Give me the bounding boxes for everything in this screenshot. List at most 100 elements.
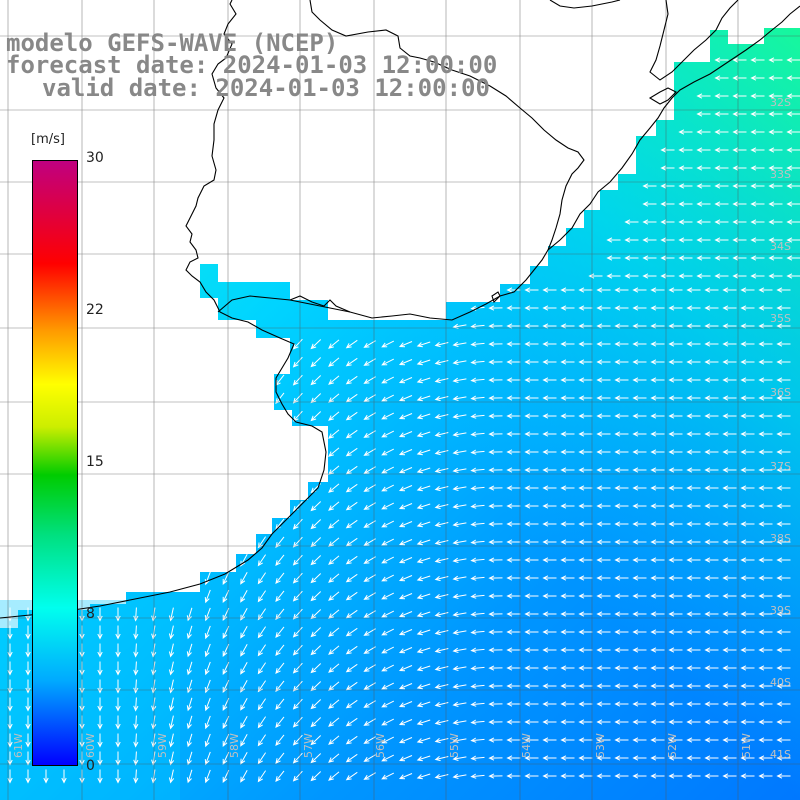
wind-arrow xyxy=(97,625,103,640)
wind-arrow xyxy=(328,375,340,385)
wind-arrow xyxy=(240,698,248,711)
wind-arrow xyxy=(650,521,665,527)
wind-arrow xyxy=(470,341,485,347)
wind-arrow xyxy=(115,769,121,784)
wind-arrow xyxy=(470,413,485,419)
wind-arrow xyxy=(758,305,773,311)
wind-arrow xyxy=(668,701,683,707)
wind-arrow xyxy=(240,572,248,585)
wind-arrow xyxy=(310,447,322,458)
wind-arrow xyxy=(632,665,647,671)
wind-arrow xyxy=(240,770,248,783)
wind-arrow xyxy=(704,557,719,563)
wind-arrow xyxy=(310,645,322,656)
lon-label: 53W xyxy=(594,733,607,758)
wind-arrow xyxy=(596,359,611,365)
wind-arrow xyxy=(596,377,611,383)
wind-arrow xyxy=(704,647,719,653)
wind-arrow xyxy=(624,273,639,279)
wind-arrow xyxy=(560,377,575,383)
wind-arrow xyxy=(722,359,737,365)
wind-arrow xyxy=(328,699,340,709)
wind-arrow xyxy=(786,273,800,279)
wind-arrow xyxy=(328,501,340,511)
wind-arrow xyxy=(758,773,773,779)
wind-arrow xyxy=(257,482,267,495)
wind-arrow xyxy=(310,357,322,368)
wind-arrow xyxy=(614,449,629,455)
wind-arrow xyxy=(257,626,267,639)
wind-arrow xyxy=(542,719,557,725)
wind-arrow xyxy=(560,593,575,599)
wind-arrow xyxy=(614,773,629,779)
wind-arrow xyxy=(292,356,303,368)
wind-arrow xyxy=(596,395,611,401)
wind-arrow xyxy=(292,482,303,494)
wind-arrow xyxy=(632,485,647,491)
lat-label: 38S xyxy=(770,532,791,545)
wind-arrow xyxy=(240,734,248,747)
wind-arrow xyxy=(506,539,521,545)
wind-arrow xyxy=(240,662,248,675)
wind-arrow xyxy=(542,755,557,761)
wind-arrow xyxy=(560,773,575,779)
wind-arrow xyxy=(776,413,791,419)
wind-arrow xyxy=(542,647,557,653)
wind-arrow xyxy=(133,769,139,784)
wind-arrow xyxy=(768,147,783,153)
wind-arrow xyxy=(678,273,693,279)
wind-arrow xyxy=(452,701,467,707)
wind-arrow xyxy=(292,698,303,710)
wind-arrow xyxy=(560,485,575,491)
wind-arrow xyxy=(632,431,647,437)
wind-arrow xyxy=(740,323,755,329)
wind-arrow xyxy=(542,467,557,473)
wind-arrow xyxy=(650,323,665,329)
wind-arrow xyxy=(345,519,358,529)
wind-arrow xyxy=(452,665,467,671)
wind-arrow xyxy=(97,733,103,748)
wind-arrow xyxy=(686,539,701,545)
wind-arrow xyxy=(115,733,121,748)
wind-arrow xyxy=(416,359,431,366)
wind-arrow xyxy=(722,665,737,671)
wind-arrow xyxy=(758,521,773,527)
wind-arrow xyxy=(668,449,683,455)
wind-arrow xyxy=(524,467,539,473)
wind-arrow xyxy=(542,305,557,311)
wind-arrow xyxy=(524,593,539,599)
wind-arrow xyxy=(722,575,737,581)
wind-arrow xyxy=(786,129,800,135)
wind-arrow xyxy=(614,467,629,473)
wind-arrow xyxy=(542,323,557,329)
wind-arrow xyxy=(786,57,800,63)
wind-arrow xyxy=(714,165,729,171)
wind-arrow xyxy=(650,341,665,347)
wind-arrow xyxy=(650,449,665,455)
wind-arrow xyxy=(310,375,322,386)
wind-arrow xyxy=(768,129,783,135)
wind-arrow xyxy=(704,755,719,761)
latitude-labels: 32S 33S 34S 35S 36S 37S 38S 39S 40S 41S xyxy=(770,96,791,761)
wind-arrow xyxy=(292,716,303,728)
wind-arrow xyxy=(204,643,211,658)
wind-arrow xyxy=(257,644,267,657)
wind-arrow xyxy=(345,645,358,655)
wind-arrow xyxy=(758,539,773,545)
wind-arrow xyxy=(470,485,485,491)
wind-arrow xyxy=(97,769,103,784)
wind-arrow xyxy=(740,467,755,473)
wind-arrow xyxy=(740,341,755,347)
wind-arrow xyxy=(776,557,791,563)
wind-arrow xyxy=(25,715,31,730)
wind-arrow xyxy=(186,625,193,640)
wind-arrow xyxy=(732,147,747,153)
wind-arrow xyxy=(381,520,395,528)
wind-arrow xyxy=(310,339,322,350)
wind-arrow xyxy=(650,485,665,491)
wind-arrow xyxy=(488,521,503,527)
wind-arrow xyxy=(560,539,575,545)
wind-arrow xyxy=(768,183,783,189)
wind-arrow xyxy=(97,751,103,766)
wind-arrow xyxy=(614,503,629,509)
